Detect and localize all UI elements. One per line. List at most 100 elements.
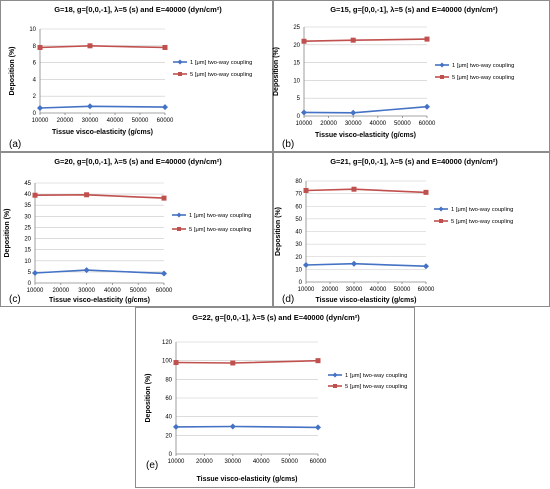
panel-label: (a) — [9, 139, 21, 150]
y-axis-label: Deposition (%) — [4, 209, 11, 258]
x-tick-label: 20000 — [196, 459, 213, 465]
legend-marker-square — [333, 384, 337, 388]
x-tick-label: 50000 — [130, 288, 147, 294]
series-2-point — [87, 43, 93, 49]
y-tick-label: 30 — [295, 242, 302, 248]
series-1-point — [315, 424, 321, 431]
series-1-point — [424, 103, 430, 110]
series-1-point — [37, 104, 43, 111]
x-axis-label: Tissue visco-elasticity (g/cms) — [49, 297, 150, 304]
y-tick-label: 20 — [293, 43, 300, 49]
series-1-point — [350, 109, 357, 116]
chart-svg: G=18, g=[0,0,-1], λ=5 (s) and E=40000 (d… — [9, 5, 252, 150]
x-tick-label: 30000 — [345, 121, 362, 127]
y-tick-label: 15 — [293, 61, 300, 67]
x-tick-label: 10000 — [296, 121, 313, 127]
x-axis-label: Tissue visco-elasticity (g/cms) — [52, 129, 153, 136]
series-1-point — [161, 270, 167, 277]
legend-marker-square — [178, 72, 182, 76]
series-2-point — [315, 358, 321, 364]
legend-label: 1 [μm] two-way coupling — [345, 373, 407, 379]
series-2-line — [34, 193, 165, 199]
y-tick-label: 20 — [165, 433, 172, 439]
y-tick-label: 120 — [162, 340, 173, 346]
legend-label: 5 [μm] two-way coupling — [452, 75, 514, 81]
series-1-line — [39, 105, 166, 109]
y-tick-label: 80 — [295, 179, 302, 185]
chart-svg: G=22, g=[0,0,-1], λ=5 (s) and E=40000 (d… — [145, 313, 407, 483]
series-1-point — [303, 261, 309, 268]
y-tick-label: 5 — [28, 270, 32, 276]
y-tick-label: 4 — [33, 77, 37, 83]
y-tick-label: 15 — [24, 248, 31, 254]
x-tick-label: 10000 — [298, 287, 315, 293]
y-tick-label: 20 — [24, 237, 31, 243]
panel-label: (c) — [9, 294, 21, 305]
series-1-point — [162, 104, 168, 111]
chart-legend: 1 [μm] two-way coupling 5 [μm] two-way co… — [435, 62, 514, 81]
y-axis-label: Deposition (%) — [275, 207, 282, 256]
series-1-point — [173, 423, 179, 430]
legend-label: 5 [μm] two-way coupling — [189, 227, 251, 233]
series-2-point — [84, 192, 90, 198]
chart-panel-b: G=15, g=[0,0,-1], λ=5 (s) and E=40000 (d… — [273, 0, 550, 152]
y-tick-label: 45 — [24, 181, 31, 187]
legend-label: 5 [μm] two-way coupling — [345, 384, 407, 390]
x-tick-label: 30000 — [224, 459, 241, 465]
x-tick-label: 30000 — [78, 288, 95, 294]
x-axis-label: Tissue visco-elasticity (g/cms) — [315, 297, 416, 304]
series-2-point — [424, 36, 430, 42]
panel-label: (b) — [282, 139, 294, 150]
legend-label: 1 [μm] two-way coupling — [451, 207, 513, 213]
x-tick-label: 20000 — [52, 288, 69, 294]
y-tick-label: 8 — [33, 44, 37, 50]
y-tick-label: 10 — [295, 267, 302, 273]
series-1-line — [305, 262, 427, 267]
legend-marker-square — [440, 75, 444, 79]
chart-panel-a: G=18, g=[0,0,-1], λ=5 (s) and E=40000 (d… — [0, 0, 273, 152]
x-tick-label: 50000 — [394, 121, 411, 127]
chart-title: G=20, g=[0,0,-1], λ=5 (s) and E=40000 (d… — [54, 157, 222, 166]
y-tick-label: 70 — [295, 192, 302, 198]
series-2-line — [305, 188, 427, 194]
x-axis-label: Tissue visco-elasticity (g/cms) — [315, 132, 416, 139]
x-tick-label: 10000 — [32, 118, 49, 124]
chart-legend: 1 [μm] two-way coupling 5 [μm] two-way co… — [434, 206, 513, 225]
y-tick-label: 25 — [293, 25, 300, 31]
chart-legend: 1 [μm] two-way coupling 5 [μm] two-way co… — [172, 212, 251, 233]
legend-label: 1 [μm] two-way coupling — [189, 213, 251, 219]
x-axis-label: Tissue visco-elasticity (g/cms) — [196, 476, 297, 483]
series-2-point — [161, 195, 167, 201]
series-2-point — [37, 44, 43, 50]
series-2-line — [175, 359, 319, 364]
series-1-point — [351, 260, 357, 267]
legend-marker-square — [177, 227, 181, 231]
legend-marker-diamond — [177, 59, 183, 65]
series-2-point — [173, 360, 179, 366]
series-2-line — [303, 38, 428, 42]
chart-panel-d: G=21, g=[0,0,-1], λ=5 (s) and E=40000 (d… — [273, 152, 550, 307]
series-1-point — [83, 267, 90, 274]
series-1-point — [87, 103, 93, 110]
legend-marker-diamond — [176, 212, 182, 218]
y-tick-label: 35 — [24, 203, 31, 209]
chart-legend: 1 [μm] two-way coupling 5 [μm] two-way co… — [173, 59, 252, 78]
y-tick-label: 50 — [295, 217, 302, 223]
x-tick-label: 60000 — [419, 121, 436, 127]
legend-label: 1 [μm] two-way coupling — [190, 60, 252, 66]
y-tick-label: 30 — [24, 214, 31, 220]
x-tick-label: 60000 — [156, 288, 173, 294]
chart-title: G=21, g=[0,0,-1], λ=5 (s) and E=40000 (d… — [330, 157, 498, 166]
series-1-point — [423, 263, 429, 270]
series-1-line — [303, 105, 428, 114]
x-tick-label: 10000 — [168, 459, 185, 465]
chart-svg: G=20, g=[0,0,-1], λ=5 (s) and E=40000 (d… — [4, 157, 251, 305]
x-tick-label: 20000 — [320, 121, 337, 127]
legend-label: 5 [μm] two-way coupling — [190, 72, 252, 78]
legend-marker-diamond — [438, 206, 444, 212]
x-tick-label: 50000 — [132, 118, 149, 124]
legend-label: 1 [μm] two-way coupling — [452, 63, 514, 69]
y-axis-label: Deposition (%) — [145, 374, 152, 423]
y-tick-label: 60 — [165, 396, 172, 402]
y-tick-label: 60 — [295, 204, 302, 210]
